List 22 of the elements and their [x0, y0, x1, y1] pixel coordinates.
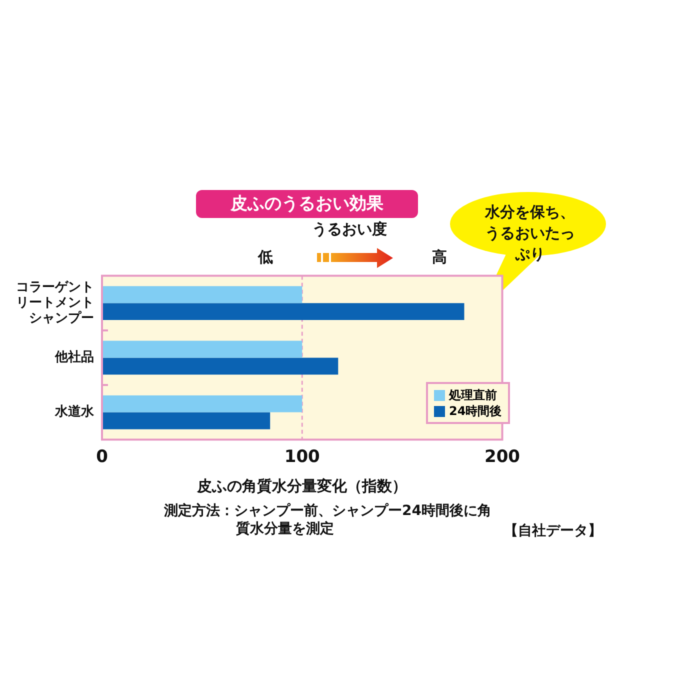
y-tick-label: コラーゲントリートメントシャンプー [16, 280, 94, 326]
bar [102, 340, 302, 358]
text: 測定方法：シャンプー前、シャンプー24時間後に角質水分量を測定 [164, 502, 492, 538]
x-tick-label: 100 [284, 447, 320, 468]
text: うるおい度 [312, 220, 387, 239]
bar [102, 303, 464, 320]
legend-label: 処理直前 [449, 387, 497, 403]
y-tick-label: 他社品 [54, 349, 94, 366]
x-tick-label: 200 [484, 447, 520, 468]
bar [102, 395, 302, 412]
text: 低 [258, 248, 273, 267]
y-tick-label: 水道水 [54, 404, 95, 420]
x-axis-title: 皮ふの角質水分量変化（指数） [196, 476, 408, 495]
bar [102, 286, 302, 304]
bar [102, 358, 338, 375]
text: 【自社データ】 [504, 522, 602, 540]
text: 高 [432, 248, 447, 267]
legend-label: 24時間後 [449, 403, 502, 419]
x-tick-label: 0 [96, 447, 108, 468]
text: 水分を保ち、うるおいたっぷり [484, 202, 576, 265]
bar [102, 412, 270, 430]
chart-title: 皮ふのうるおい効果 [196, 190, 418, 218]
